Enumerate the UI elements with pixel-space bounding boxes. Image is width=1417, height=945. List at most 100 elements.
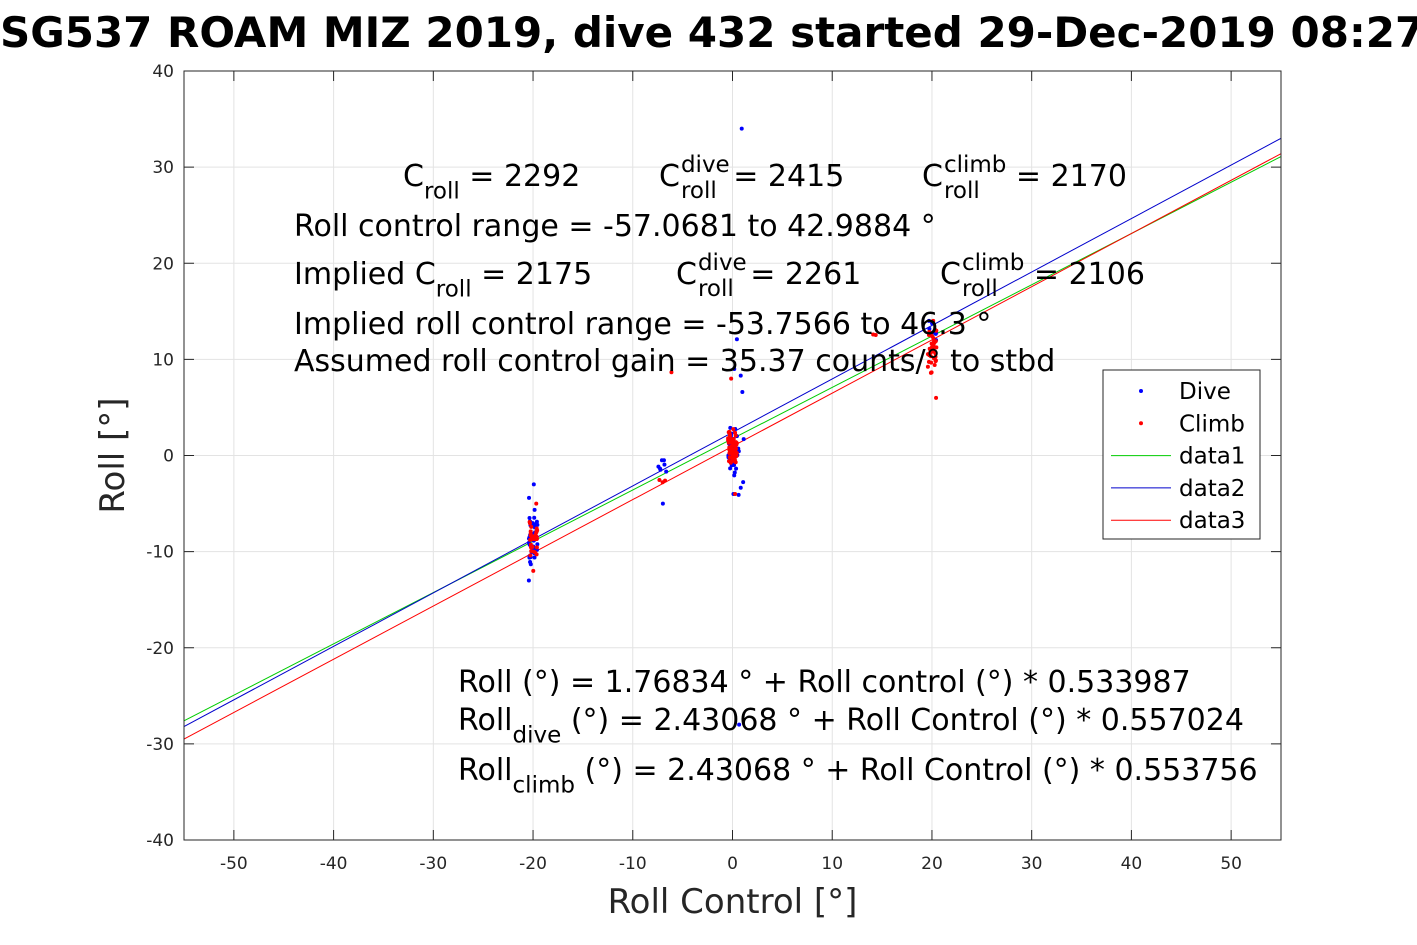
legend-label: Climb <box>1179 411 1245 437</box>
data-point-dive <box>736 492 741 497</box>
data-point-dive <box>738 485 743 490</box>
data-point-climb <box>734 450 739 455</box>
data-point-dive <box>528 562 533 567</box>
x-tick-label: 40 <box>1121 854 1143 874</box>
data-point-climb <box>926 332 931 337</box>
data-point-climb <box>726 459 731 464</box>
tick-labels: -50 -40 -30 -20 -10 0 10 20 30 40 50 -40 -30 -20 -10 0 1… <box>146 62 1242 874</box>
legend-label: data1 <box>1179 444 1245 470</box>
data-point-dive <box>741 437 746 442</box>
chart-title: SG537 ROAM MIZ 2019, dive 432 started 29… <box>0 8 1417 57</box>
data-point-climb <box>931 342 936 347</box>
legend-label: Dive <box>1179 379 1231 405</box>
data-point-dive <box>740 389 745 394</box>
data-point-climb <box>531 568 536 573</box>
data-point-climb <box>730 438 735 443</box>
legend-label: data2 <box>1179 476 1245 502</box>
data-point-climb <box>932 362 937 367</box>
data-point-climb <box>733 445 738 450</box>
data-point-climb <box>730 455 735 460</box>
y-tick-label: 40 <box>152 62 174 82</box>
data-point-climb <box>657 477 662 482</box>
data-point-dive <box>741 480 746 485</box>
x-tick-label: -30 <box>419 854 447 874</box>
data-point-climb <box>534 529 539 534</box>
data-point-climb <box>927 329 932 334</box>
fit-dive-annotation: Rolldive (°) = 2.43068 ° + Roll Control … <box>458 703 1244 749</box>
fit-climb-annotation: Rollclimb (°) = 2.43068 ° + Roll Control… <box>458 753 1258 799</box>
data-point-dive <box>660 501 665 506</box>
y-tick-label: 20 <box>152 254 174 274</box>
x-axis-label: Roll Control [°] <box>608 882 858 922</box>
data-point-climb <box>534 501 539 506</box>
data-point-dive <box>739 126 744 131</box>
implied-range-annotation: Implied roll control range = -53.7566 to… <box>294 307 992 342</box>
data-point-dive <box>532 515 537 520</box>
data-point-dive <box>732 470 737 475</box>
data-point-climb <box>729 376 734 381</box>
fit-all-annotation: Roll (°) = 1.76834 ° + Roll control (°) … <box>458 665 1191 700</box>
data-point-climb <box>873 333 878 338</box>
data-point-climb <box>933 359 938 364</box>
data-point-climb <box>530 537 535 542</box>
data-point-climb <box>931 335 936 340</box>
axes <box>183 70 1282 841</box>
data-points <box>526 126 939 727</box>
data-point-climb <box>933 339 938 344</box>
data-point-climb <box>529 524 534 529</box>
x-tick-label: -50 <box>220 854 248 874</box>
data-point-dive <box>531 482 536 487</box>
x-tick-label: -20 <box>519 854 547 874</box>
c-roll-annotation: Croll = 2292 <box>403 159 581 205</box>
data-point-climb <box>933 354 938 359</box>
y-axis-label: Roll [°] <box>93 397 133 513</box>
data-point-climb <box>527 521 532 526</box>
implied-c-roll-annotation: Implied Croll = 2175 <box>294 257 593 303</box>
data-point-dive <box>737 722 742 727</box>
x-tick-label: -10 <box>619 854 647 874</box>
data-point-climb <box>934 328 939 333</box>
data-point-climb <box>733 491 738 496</box>
data-point-dive <box>734 337 739 342</box>
data-point-climb <box>669 370 674 375</box>
data-point-climb <box>534 545 539 550</box>
x-tick-label: 0 <box>727 854 738 874</box>
data-point-dive <box>526 578 531 583</box>
data-point-dive <box>728 466 733 471</box>
y-tick-label: -10 <box>146 543 174 563</box>
data-point-climb <box>732 458 737 463</box>
y-tick-label: 0 <box>163 447 174 467</box>
data-point-dive <box>732 366 737 371</box>
data-point-dive <box>728 425 733 430</box>
data-point-dive <box>664 469 669 474</box>
data-point-dive <box>532 555 537 560</box>
data-point-dive <box>527 515 532 520</box>
data-point-climb <box>927 351 932 356</box>
data-point-dive <box>532 507 537 512</box>
data-point-climb <box>928 370 933 375</box>
roll-range-annotation: Roll control range = -57.0681 to 42.9884… <box>294 209 936 244</box>
y-tick-label: 10 <box>152 350 174 370</box>
data-point-dive <box>535 542 540 547</box>
data-point-dive <box>933 331 938 336</box>
y-tick-label: 30 <box>152 158 174 178</box>
data-point-climb <box>730 450 735 455</box>
data-point-climb <box>734 454 739 459</box>
legend-marker-climb <box>1139 421 1143 426</box>
legend-box <box>1102 369 1261 540</box>
data-point-climb <box>931 318 936 323</box>
data-point-climb <box>727 430 732 435</box>
data-point-climb <box>530 544 535 549</box>
data-point-dive <box>527 495 532 500</box>
data-point-climb <box>933 351 938 356</box>
x-tick-label: 20 <box>921 854 943 874</box>
data-point-climb <box>733 430 738 435</box>
x-tick-label: 50 <box>1220 854 1242 874</box>
data-point-dive <box>659 458 664 463</box>
data-point-climb <box>528 529 533 534</box>
data-point-climb <box>929 345 934 350</box>
